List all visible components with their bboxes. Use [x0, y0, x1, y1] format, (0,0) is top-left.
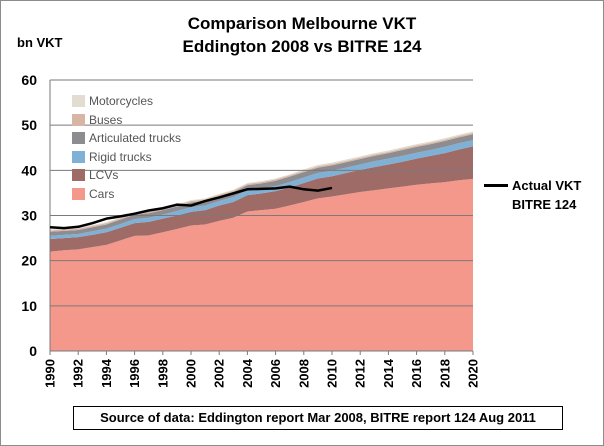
y-tick-label-10: 10 — [21, 298, 37, 314]
y-tick-label-0: 0 — [29, 343, 37, 359]
actual-vkt-line — [49, 185, 333, 230]
x-tick-label-2020: 2020 — [466, 359, 481, 388]
chart-title-line-1: Comparison Melbourne VKT — [187, 14, 417, 33]
actual-vkt-legend: Actual VKT BITRE 124 — [484, 176, 582, 214]
area-cars — [50, 178, 473, 351]
x-tick-label-1990: 1990 — [43, 359, 58, 388]
x-tick-label-2016: 2016 — [409, 359, 424, 388]
x-tick-label-1996: 1996 — [127, 359, 142, 388]
source-note: Source of data: Eddington report Mar 200… — [73, 406, 563, 430]
area-articulated-trucks — [50, 134, 473, 236]
legend-swatch-rigid-trucks — [72, 150, 85, 163]
actual-vkt-legend-label-line-1: Actual VKT — [512, 178, 582, 193]
legend-swatch-buses — [72, 113, 85, 126]
x-tick-label-2008: 2008 — [296, 359, 311, 388]
y-axis-label: bn VKT — [17, 35, 63, 50]
legend-item-motorcycles: Motorcycles — [72, 92, 181, 111]
chart-legend: Motorcycles Buses Articulated trucks Rigid … — [72, 92, 181, 204]
legend-label-articulated-trucks: Articulated trucks — [89, 131, 182, 146]
y-tick-label-50: 50 — [21, 117, 37, 133]
x-tick-label-1994: 1994 — [99, 358, 114, 388]
x-tick-label-2002: 2002 — [212, 359, 227, 388]
legend-swatch-articulated-trucks — [72, 132, 85, 145]
legend-label-buses: Buses — [89, 112, 123, 127]
x-tick-label-2018: 2018 — [437, 359, 452, 388]
y-tick-label-20: 20 — [21, 253, 37, 269]
legend-item-rigid-trucks: Rigid trucks — [72, 148, 181, 167]
x-tick-label-2000: 2000 — [184, 359, 199, 388]
legend-swatch-motorcycles — [72, 95, 85, 107]
y-tick-label-30: 30 — [21, 208, 37, 224]
actual-vkt-legend-swatch — [484, 184, 508, 187]
legend-swatch-cars — [72, 187, 85, 200]
legend-label-cars: Cars — [89, 186, 115, 201]
legend-label-lcvs: LCVs — [89, 168, 119, 183]
x-tick-label-2012: 2012 — [353, 359, 368, 388]
area-lcvs — [50, 146, 473, 252]
legend-item-articulated-trucks: Articulated trucks — [72, 129, 181, 148]
x-tick-label-2014: 2014 — [381, 358, 396, 388]
x-tick-label-2006: 2006 — [268, 359, 283, 388]
chart-title-line-2: Eddington 2008 vs BITRE 124 — [182, 37, 422, 56]
legend-item-cars: Cars — [72, 185, 181, 204]
x-tick-label-2010: 2010 — [325, 359, 340, 388]
legend-swatch-lcvs — [72, 169, 85, 182]
actual-vkt-legend-label-line-2: BITRE 124 — [512, 197, 577, 212]
legend-item-lcvs: LCVs — [72, 166, 181, 185]
legend-item-buses: Buses — [72, 111, 181, 130]
area-buses — [50, 132, 473, 232]
y-tick-label-40: 40 — [21, 162, 37, 178]
x-tick-label-1992: 1992 — [71, 359, 86, 388]
y-tick-label-60: 60 — [21, 72, 37, 88]
x-tick-label-2004: 2004 — [240, 358, 255, 388]
legend-label-rigid-trucks: Rigid trucks — [89, 149, 152, 164]
x-tick-label-1998: 1998 — [155, 359, 170, 388]
legend-label-motorcycles: Motorcycles — [89, 94, 154, 108]
